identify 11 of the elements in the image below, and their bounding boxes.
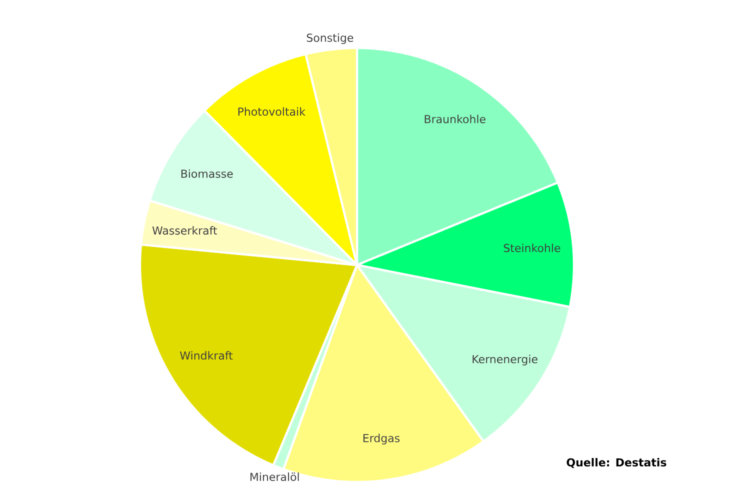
slice-label: Kernenergie — [472, 354, 538, 366]
slice-label: Wasserkraft — [152, 226, 218, 235]
source-note: Quelle: Destatis — [566, 458, 666, 468]
slice-label: Biomasse — [181, 169, 233, 178]
slice-label: Mineralöl — [250, 472, 299, 482]
slice-label: Erdgas — [363, 434, 400, 444]
slice-label: Photovoltaik — [238, 107, 306, 116]
slice-label: Steinkohle — [504, 244, 560, 252]
slice-label: Windkraft — [180, 351, 233, 360]
slice-label: Sonstige — [306, 33, 354, 44]
slice-label: Braunkohle — [424, 114, 486, 124]
